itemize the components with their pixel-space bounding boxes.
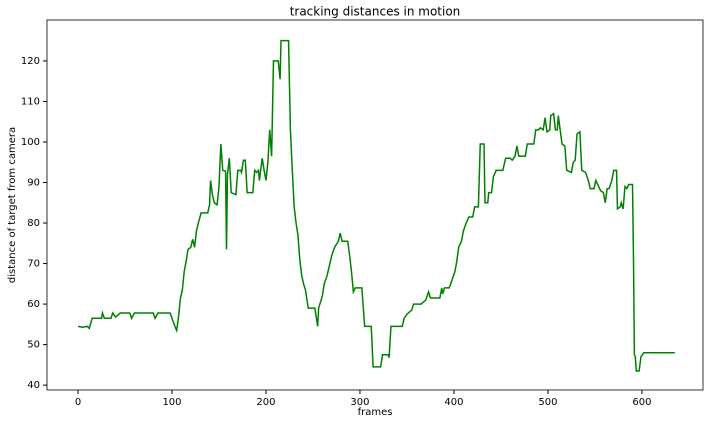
y-tick-label: 40: [27, 380, 40, 391]
y-tick-label: 110: [21, 96, 40, 107]
x-tick-label: 0: [75, 397, 81, 408]
y-tick-label: 100: [21, 137, 40, 148]
x-tick-label: 300: [350, 397, 369, 408]
y-tick-label: 60: [27, 299, 40, 310]
x-tick-label: 500: [538, 397, 557, 408]
y-tick-label: 120: [21, 56, 40, 67]
chart-title: tracking distances in motion: [290, 5, 461, 19]
y-tick-label: 80: [27, 218, 40, 229]
y-tick-label: 90: [27, 178, 40, 189]
x-axis-label: frames: [358, 407, 393, 418]
y-axis-label: distance of target from camera: [7, 127, 18, 283]
x-tick-label: 400: [444, 397, 463, 408]
y-tick-label: 70: [27, 259, 40, 270]
x-tick-label: 200: [256, 397, 275, 408]
y-tick-label: 50: [27, 340, 40, 351]
plot-frame: [46, 19, 704, 391]
x-tick-label: 600: [632, 397, 651, 408]
data-line: [77, 39, 675, 372]
x-tick-label: 100: [162, 397, 181, 408]
